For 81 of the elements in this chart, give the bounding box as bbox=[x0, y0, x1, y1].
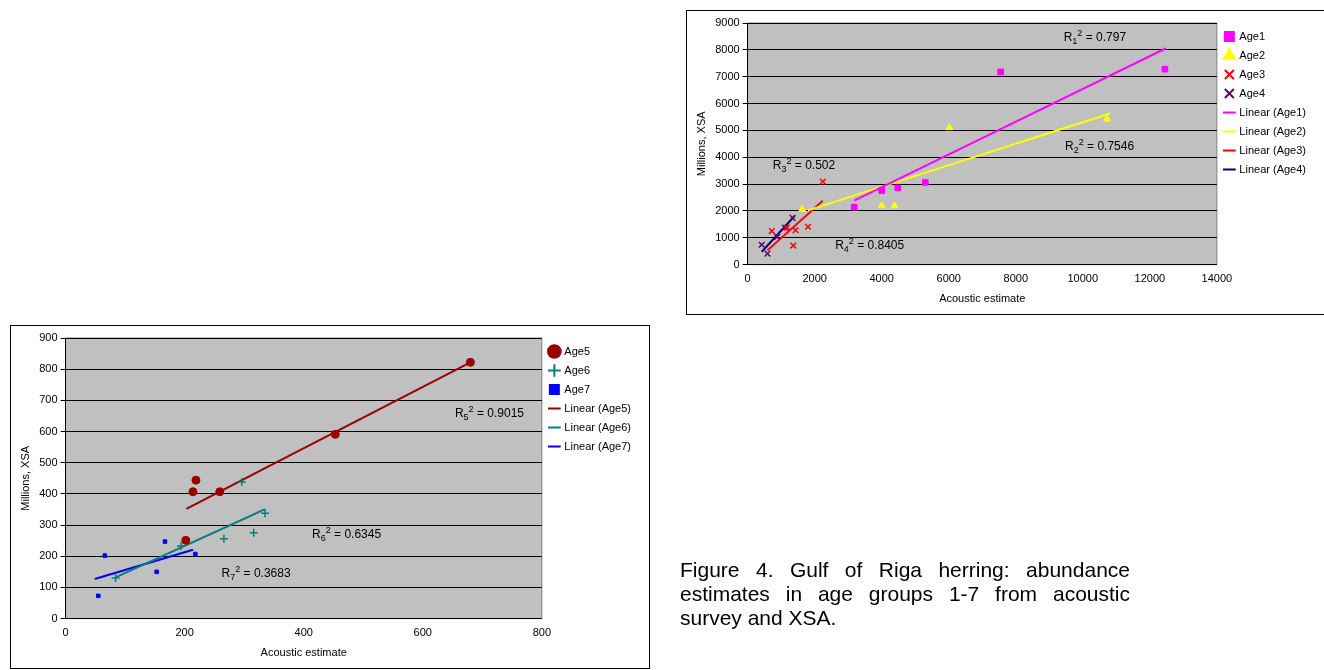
y-tick-label: 0 bbox=[51, 611, 58, 624]
legend-label: Age6 bbox=[564, 363, 591, 376]
y-tick-label: 300 bbox=[39, 518, 58, 531]
legend-label: Linear (Age3) bbox=[1239, 143, 1307, 156]
legend-label: Linear (Age2) bbox=[1239, 124, 1307, 137]
legend-label: Age5 bbox=[564, 344, 591, 357]
point bbox=[110, 573, 121, 583]
y-tick-label: 400 bbox=[39, 486, 58, 499]
x-tick-label: 12000 bbox=[1134, 272, 1166, 285]
y-tick-label: 4000 bbox=[715, 150, 740, 163]
x-tick-label: 14000 bbox=[1201, 272, 1233, 285]
x-axis-title: Acoustic estimate bbox=[939, 292, 1026, 305]
point bbox=[763, 250, 772, 258]
x-tick-label: 0 bbox=[744, 272, 751, 285]
y-tick-label: 500 bbox=[39, 455, 58, 468]
x-axis-title: Acoustic estimate bbox=[260, 646, 347, 659]
point bbox=[154, 569, 159, 575]
y-tick-label: 5000 bbox=[715, 123, 740, 136]
y-tick-label: 900 bbox=[39, 331, 58, 344]
point bbox=[945, 123, 954, 131]
x-tick-label: 200 bbox=[175, 626, 194, 639]
legend-label: Linear (Age4) bbox=[1239, 162, 1307, 175]
point bbox=[96, 593, 101, 599]
point bbox=[877, 201, 886, 209]
y-tick-label: 9000 bbox=[715, 16, 740, 29]
y-tick-label: 7000 bbox=[715, 69, 740, 82]
legend-label: Age7 bbox=[564, 382, 591, 395]
point bbox=[850, 203, 858, 211]
x-tick-label: 4000 bbox=[869, 272, 894, 285]
caption: Figure 4. Gulf of Riga herring: abundance estimates in age groups 1-7 from acoustic survey and XSA. bbox=[680, 558, 1130, 630]
point bbox=[162, 539, 168, 544]
legend-label: Linear (Age6) bbox=[564, 420, 632, 433]
legend-label: Age1 bbox=[1239, 29, 1266, 42]
point bbox=[465, 357, 475, 367]
point bbox=[260, 508, 270, 518]
point bbox=[997, 68, 1005, 76]
point bbox=[188, 487, 198, 497]
x-tick-label: 8000 bbox=[1003, 272, 1029, 285]
point bbox=[193, 551, 198, 557]
y-axis-title: Millions, XSA bbox=[18, 445, 31, 511]
point bbox=[798, 204, 807, 212]
point bbox=[219, 534, 229, 544]
point bbox=[330, 429, 340, 439]
y-tick-label: 0 bbox=[733, 257, 740, 270]
legend-label: Linear (Age5) bbox=[564, 401, 632, 414]
point bbox=[1102, 114, 1111, 122]
point bbox=[248, 528, 259, 538]
legend-label: Age4 bbox=[1239, 86, 1266, 99]
y-tick-label: 700 bbox=[39, 393, 58, 406]
point bbox=[758, 241, 766, 249]
point bbox=[890, 201, 899, 209]
point bbox=[1161, 65, 1169, 73]
y-axis-title: Millions, XSA bbox=[694, 110, 707, 177]
y-tick-label: 200 bbox=[39, 549, 58, 562]
legend-label: Age3 bbox=[1239, 67, 1266, 80]
y-tick-label: 8000 bbox=[715, 42, 740, 55]
x-tick-label: 600 bbox=[413, 626, 432, 639]
legend-label: Age2 bbox=[1239, 48, 1266, 61]
point bbox=[894, 184, 902, 192]
x-tick-label: 800 bbox=[532, 626, 552, 639]
y-tick-label: 3000 bbox=[715, 177, 740, 190]
legend-label: Linear (Age1) bbox=[1239, 105, 1307, 118]
y-tick-label: 6000 bbox=[715, 96, 740, 109]
y-tick-label: 600 bbox=[39, 424, 58, 437]
x-tick-label: 0 bbox=[62, 626, 69, 639]
point bbox=[102, 553, 108, 558]
x-tick-label: 400 bbox=[294, 626, 313, 639]
x-tick-label: 2000 bbox=[802, 272, 827, 285]
legend-label: Linear (Age7) bbox=[564, 439, 632, 452]
point bbox=[237, 477, 247, 487]
point bbox=[878, 187, 886, 194]
x-tick-label: 10000 bbox=[1067, 272, 1099, 285]
point bbox=[921, 179, 929, 186]
y-tick-label: 100 bbox=[39, 580, 58, 593]
y-tick-label: 1000 bbox=[715, 230, 740, 243]
y-tick-label: 800 bbox=[39, 362, 58, 375]
point bbox=[215, 487, 225, 497]
point bbox=[191, 475, 201, 485]
x-tick-label: 6000 bbox=[936, 272, 961, 285]
point bbox=[181, 535, 191, 545]
y-tick-label: 2000 bbox=[715, 203, 740, 216]
